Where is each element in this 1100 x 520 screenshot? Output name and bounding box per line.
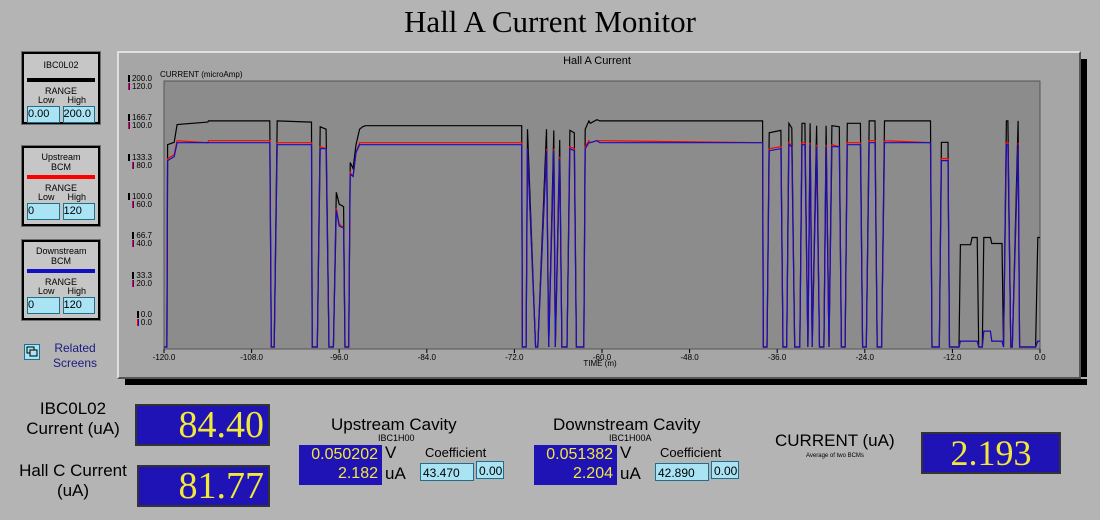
range-low-input[interactable]: 0.00 (27, 106, 60, 123)
legend-downstream-bcm: Downstream BCM RANGE Low High 0 120 (21, 239, 101, 321)
y-tick-label: 66.7 40.0 (120, 232, 152, 248)
downstream-offset-input[interactable]: 0.00 (711, 461, 739, 479)
legend-name: Upstream BCM (41, 152, 81, 172)
upstream-volts: 0.050202 (311, 446, 378, 463)
average-current-label: CURRENT (uA) (775, 431, 895, 450)
y-tick-color: 60.0 (136, 200, 152, 209)
ibc-current-label: IBC0L02 Current (uA) (26, 399, 120, 438)
ibc-current-value: 84.40 (135, 404, 270, 446)
x-tick-label: 0.0 (1034, 353, 1046, 362)
y-tick-label: 0.0 0.0 (120, 311, 152, 327)
range-label: RANGE (44, 183, 77, 193)
average-current-sub: Average of two BCMs (806, 453, 864, 459)
upstream-volt-unit: V (385, 443, 397, 462)
upstream-cavity-title: Upstream Cavity (331, 415, 457, 434)
y-tick-black: 200.0 (131, 74, 152, 83)
low-label: Low (38, 192, 55, 202)
high-label: High (67, 286, 86, 296)
related-screens-icon (26, 346, 38, 357)
low-label: Low (38, 95, 55, 105)
legend-ibc0l02: IBC0L02 RANGE Low High 0.00 200.0 (21, 51, 101, 125)
upstream-offset-input[interactable]: 0.00 (476, 461, 504, 479)
legend-line-black (27, 78, 95, 82)
y-tick-color: 20.0 (136, 278, 152, 288)
y-tick-black: 133.3 (131, 152, 152, 162)
range-high-input[interactable]: 120 (62, 297, 95, 314)
downstream-readout: 0.051382 2.204 (534, 445, 617, 485)
y-tick-black: 166.7 (131, 113, 152, 123)
y-tick-color: 120.0 (131, 82, 152, 91)
high-label: High (67, 95, 86, 105)
y-tick-black: 0.0 (140, 310, 152, 319)
x-tick-label: -96.0 (330, 353, 349, 362)
x-axis-label: TIME (m) (583, 359, 617, 368)
hallc-current-value: 81.77 (137, 465, 270, 507)
high-label: High (67, 192, 86, 202)
hallc-current-label: Hall C Current (uA) (19, 461, 127, 500)
y-tick-black: 100.0 (131, 192, 152, 201)
x-tick-label: -108.0 (240, 353, 263, 362)
related-screens-label[interactable]: Related Screens (52, 341, 98, 370)
y-tick-label: 166.7 100.0 (120, 114, 152, 130)
y-tick-color: 0.0 (140, 318, 152, 327)
legend-name: Downstream BCM (36, 246, 87, 266)
average-current-value: 2.193 (921, 432, 1061, 474)
upstream-readout: 0.050202 2.182 (299, 445, 382, 485)
x-tick-label: -12.0 (943, 353, 962, 362)
legend-line-blue (27, 269, 95, 273)
downstream-volt-unit: V (620, 443, 632, 462)
legend-upstream-bcm: Upstream BCM RANGE Low High 0 120 (21, 145, 101, 227)
related-screens-button[interactable] (24, 344, 40, 360)
range-label: RANGE (44, 86, 77, 96)
x-tick-label: -48.0 (680, 353, 699, 362)
chart-title: Hall A Current (563, 55, 631, 67)
range-low-input[interactable]: 0 (27, 203, 60, 220)
downstream-coef-input[interactable]: 42.890 (655, 463, 709, 481)
current-chart (163, 80, 1041, 353)
x-tick-label: -36.0 (768, 353, 787, 362)
x-tick-label: -72.0 (505, 353, 524, 362)
range-label: RANGE (44, 277, 77, 287)
upstream-amp-unit: uA (385, 464, 406, 483)
y-tick-color: 40.0 (136, 239, 152, 249)
upstream-coef-input[interactable]: 43.470 (420, 463, 474, 481)
downstream-amp-unit: uA (620, 464, 641, 483)
x-tick-label: -120.0 (152, 353, 176, 362)
x-tick-label: -84.0 (417, 353, 436, 362)
y-tick-color: 80.0 (136, 160, 152, 170)
y-tick-color: 100.0 (131, 121, 152, 131)
plot-area (163, 80, 1041, 350)
downstream-coef-label: Coefficient (660, 445, 722, 460)
downstream-volts: 0.051382 (546, 446, 613, 463)
x-tick-label: -24.0 (855, 353, 874, 362)
downstream-amps: 2.204 (572, 465, 613, 482)
series-line-downstream-bcm (164, 140, 1040, 348)
upstream-coef-label: Coefficient (425, 445, 487, 460)
downstream-cavity-id: IBC1H00A (609, 433, 652, 443)
range-high-input[interactable]: 120 (62, 203, 95, 220)
y-tick-label: 200.0 120.0 (120, 75, 152, 91)
low-label: Low (38, 286, 55, 296)
x-tick-label: -60.0 (592, 353, 612, 362)
range-low-input[interactable]: 0 (27, 297, 60, 314)
y-tick-label: 100.0 60.0 (120, 193, 152, 209)
legend-line-red (27, 175, 95, 179)
upstream-cavity-id: IBC1H00 (378, 433, 415, 443)
page-title: Hall A Current Monitor (404, 4, 696, 39)
y-tick-label: 33.3 20.0 (120, 270, 152, 288)
downstream-cavity-title: Downstream Cavity (553, 415, 701, 434)
y-tick-label: 133.3 80.0 (120, 152, 152, 170)
y-tick-black: 33.3 (136, 270, 152, 280)
range-high-input[interactable]: 200.0 (62, 106, 95, 123)
legend-name: IBC0L02 (43, 60, 79, 70)
y-axis-label: CURRENT (microAmp) (160, 70, 243, 79)
upstream-amps: 2.182 (337, 465, 378, 482)
y-tick-black: 66.7 (136, 231, 152, 241)
